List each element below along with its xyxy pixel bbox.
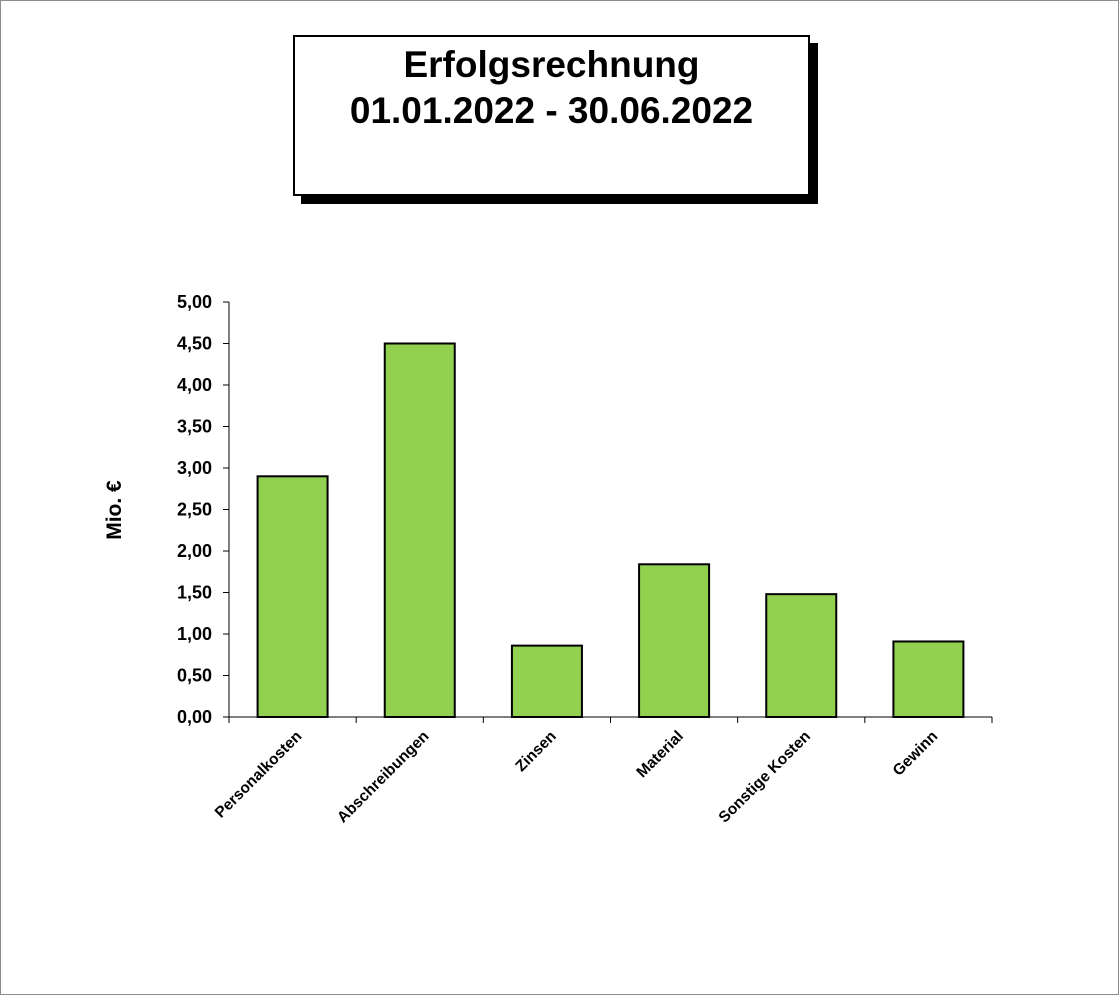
x-category-label: Sonstige Kosten [716,728,814,826]
y-tick-label: 2,50 [177,500,212,520]
y-tick-label: 1,50 [177,583,212,603]
chart-subtitle: 01.01.2022 - 30.06.2022 [349,90,754,131]
bar-abschreibungen [383,342,456,718]
bar-personalkosten [256,475,329,718]
y-tick-label: 2,00 [177,541,212,561]
x-category-label: Material [633,728,686,781]
y-tick-label: 3,50 [177,417,212,437]
y-tick-label: 3,00 [177,458,212,478]
x-category-label: Gewinn [890,728,942,780]
x-category-label: Personalkosten [212,728,306,822]
y-tick-label: 1,00 [177,624,212,644]
bar-material [638,563,711,719]
bar-sonstige-kosten [765,593,838,718]
y-tick-label: 4,50 [177,334,212,354]
x-category-label: Zinsen [512,728,559,775]
bar-zinsen [510,644,583,718]
y-tick-label: 0,00 [177,707,212,727]
plot-area: 0,00 0,50 1,00 1,50 2,00 2,50 3,00 3,50 4,00 4,50… [103,292,993,826]
y-tick-label: 4,00 [177,375,212,395]
chart-title: Erfolgsrechnung [403,44,700,85]
x-category-label: Abschreibungen [334,728,432,826]
y-tick-label: 0,50 [177,666,212,686]
y-tick-label: 5,00 [177,292,212,312]
bar-gewinn [892,640,965,718]
chart-title-box: Erfolgsrechnung 01.01.2022 - 30.06.2022 [293,35,810,196]
y-axis-title: Mio. € [103,480,126,540]
